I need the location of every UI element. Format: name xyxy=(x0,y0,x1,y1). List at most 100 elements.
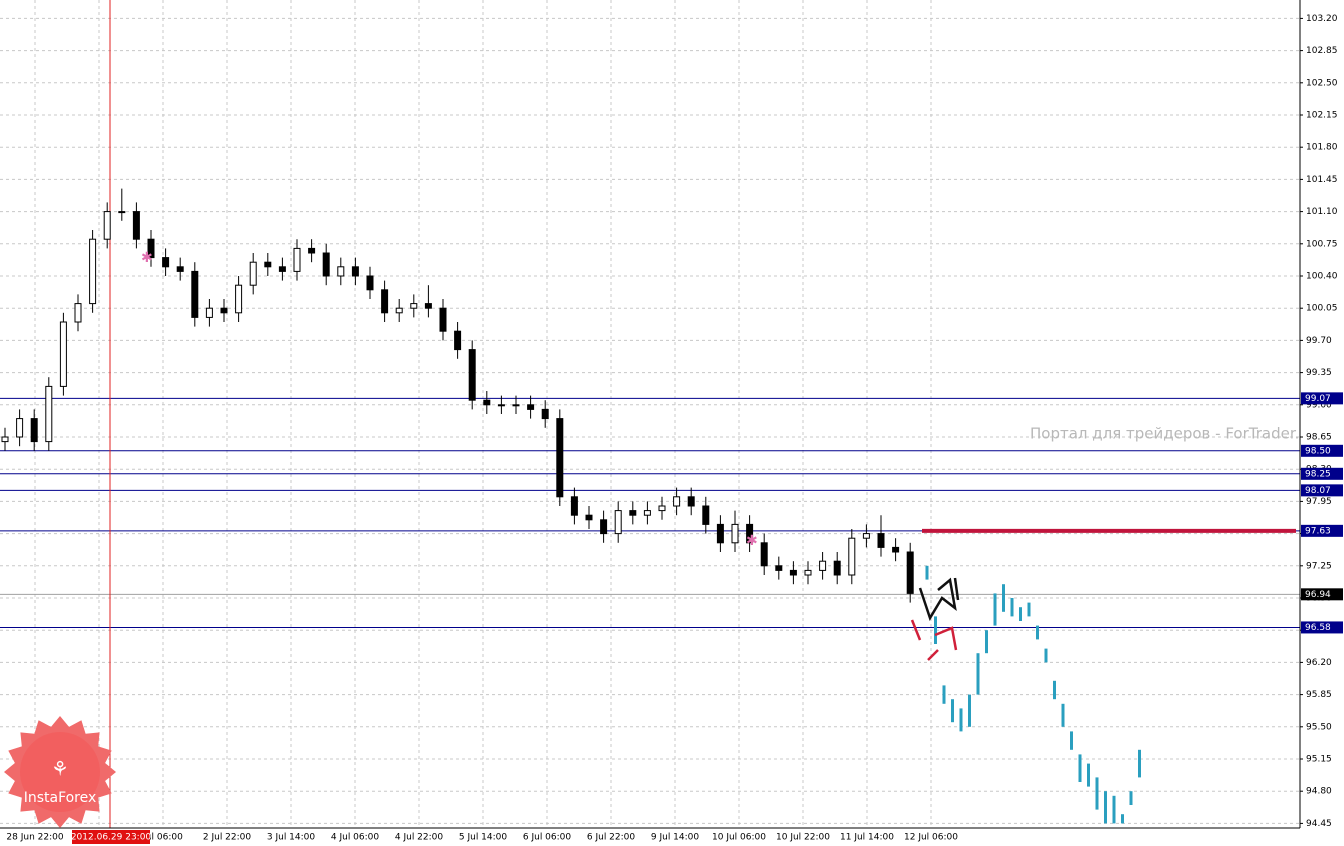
y-tick-label: 101.10 xyxy=(1306,207,1338,217)
candle-body xyxy=(132,211,140,240)
level-label-bg xyxy=(1301,467,1343,480)
candle-body xyxy=(862,533,870,539)
y-tick-label: 100.40 xyxy=(1306,272,1338,282)
y-tick-label: 97.25 xyxy=(1306,561,1332,571)
candle-body xyxy=(468,349,476,401)
grid xyxy=(0,0,1300,828)
candle-body xyxy=(570,496,578,516)
candle-body xyxy=(89,238,97,305)
cursor-label: 2012.06.29 23:00 xyxy=(71,833,152,843)
level-label: 99.07 xyxy=(1305,394,1331,404)
candle-body xyxy=(264,261,272,268)
candle-body xyxy=(410,303,418,309)
level-label: 98.07 xyxy=(1305,486,1331,496)
price-label: 96.94 xyxy=(1305,590,1331,600)
candle-body xyxy=(176,266,184,272)
candle-body xyxy=(74,303,82,323)
x-tick-label: 3 Jul 14:00 xyxy=(267,833,316,843)
candle-body xyxy=(512,404,520,407)
x-tick-label: 10 Jul 06:00 xyxy=(712,833,766,843)
candle-body xyxy=(848,537,856,576)
candle-body xyxy=(118,211,126,214)
axis-labels: 94.4594.8095.1595.5095.8596.2096.5596.90… xyxy=(6,14,1343,843)
candle-body xyxy=(103,211,111,240)
candle-body xyxy=(760,542,768,567)
y-tick-label: 101.45 xyxy=(1306,175,1338,185)
candle-body xyxy=(191,270,199,318)
candle-body xyxy=(746,523,754,544)
svg-text:✱: ✱ xyxy=(141,250,153,266)
y-tick-label: 99.70 xyxy=(1306,336,1332,346)
candle-body xyxy=(906,551,914,594)
candle-body xyxy=(30,418,38,443)
level-label: 98.25 xyxy=(1305,469,1331,479)
candle-body xyxy=(804,569,812,576)
candle-body xyxy=(439,307,447,332)
candle-body xyxy=(162,257,170,268)
candle-body xyxy=(454,330,462,351)
y-tick-label: 95.50 xyxy=(1306,722,1332,732)
level-label-bg xyxy=(1301,484,1343,497)
logo: ⚘ InstaForex xyxy=(4,716,116,828)
x-tick-label: 2 Jul 22:00 xyxy=(203,833,252,843)
x-tick-label: 28 Jun 22:00 xyxy=(6,833,63,843)
candle-body xyxy=(643,510,651,516)
candle-body xyxy=(366,275,374,291)
level-label: 98.50 xyxy=(1305,446,1331,456)
logo-icon: ⚘ xyxy=(51,757,69,781)
candle-body xyxy=(308,247,316,254)
level-label: 97.63 xyxy=(1305,526,1331,536)
y-tick-label: 101.80 xyxy=(1306,143,1338,153)
y-tick-label: 100.05 xyxy=(1306,304,1338,314)
candle-body xyxy=(600,519,608,535)
x-tick-label: 4 Jul 22:00 xyxy=(395,833,444,843)
candle-body xyxy=(381,289,389,314)
x-tick-label: Jul 06:00 xyxy=(142,833,183,843)
candle-body xyxy=(59,321,67,387)
candle-body xyxy=(1,436,9,443)
pink-stars: ✱ ✱ xyxy=(141,250,758,549)
candle-body xyxy=(205,307,213,318)
y-tick-label: 94.45 xyxy=(1306,819,1332,829)
logo-circle xyxy=(20,732,100,812)
candle-body xyxy=(614,510,622,535)
candle-body xyxy=(337,266,345,277)
candle-body xyxy=(395,307,403,314)
price-axis-bg xyxy=(1300,0,1344,846)
candle-body xyxy=(483,399,491,406)
watermark: Портал для трейдеров - ForTrader.ru xyxy=(1030,425,1315,443)
candle-body xyxy=(16,418,24,438)
x-tick-label: 10 Jul 22:00 xyxy=(776,833,830,843)
price-label-bg xyxy=(1301,588,1343,601)
candle-body xyxy=(541,408,549,420)
candle-body xyxy=(731,523,739,544)
candle-body xyxy=(877,533,885,548)
y-tick-label: 94.80 xyxy=(1306,787,1332,797)
candle-body xyxy=(527,404,535,410)
candle-body xyxy=(220,307,228,314)
candle-body xyxy=(293,247,301,272)
candle-body xyxy=(629,510,637,516)
level-label-bg xyxy=(1301,392,1343,405)
y-tick-label: 98.65 xyxy=(1306,433,1332,443)
candle-body xyxy=(716,523,724,544)
x-tick-label: 11 Jul 14:00 xyxy=(840,833,894,843)
time-axis-bg xyxy=(0,828,1344,846)
svg-text:✱: ✱ xyxy=(746,533,758,549)
y-tick-label: 99.00 xyxy=(1306,400,1332,410)
x-tick-label: 6 Jul 22:00 xyxy=(587,833,636,843)
level-label-bg xyxy=(1301,444,1343,457)
candle-body xyxy=(45,385,53,443)
logo-text: InstaForex xyxy=(24,790,97,806)
candles xyxy=(1,188,914,603)
candle-body xyxy=(235,284,243,314)
x-tick-label: 6 Jul 06:00 xyxy=(523,833,572,843)
x-tick-label: 5 Jul 14:00 xyxy=(459,833,508,843)
candle-body xyxy=(687,496,695,507)
candle-body xyxy=(658,505,666,512)
candle-body xyxy=(673,496,681,507)
y-tick-label: 102.15 xyxy=(1306,111,1338,121)
